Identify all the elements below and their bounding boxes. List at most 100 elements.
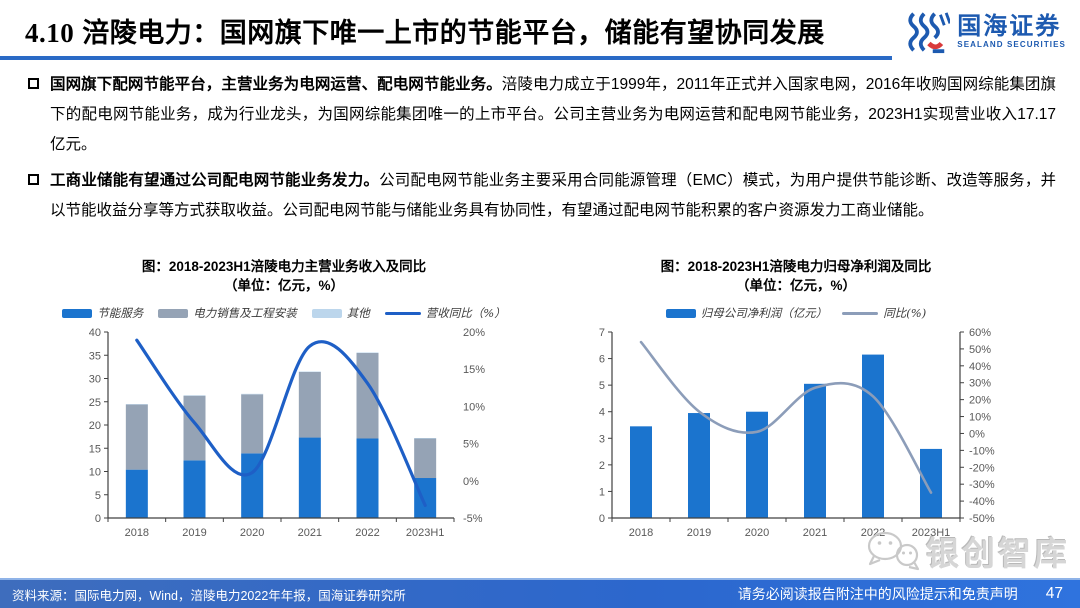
profit-chart-title: 图：2018-2023H1涪陵电力归母净利润及同比 （单位：亿元，%） <box>576 258 1016 296</box>
legend-item: 其他 <box>311 305 370 321</box>
bullet-square-icon <box>28 173 39 185</box>
bullet-text: 工商业储能有望通过公司配电网节能业务发力。公司配电网节能业务主要采用合同能源管理… <box>50 166 1056 226</box>
svg-text:4: 4 <box>599 406 605 418</box>
bullet-list: 国网旗下配网节能平台，主营业务为电网运营、配电网节能业务。涪陵电力成立于1999… <box>28 70 1056 232</box>
svg-text:-10%: -10% <box>969 445 995 457</box>
logo-name-en: SEALAND SECURITIES <box>957 40 1066 50</box>
svg-text:25: 25 <box>89 397 101 409</box>
svg-text:2022: 2022 <box>355 527 379 539</box>
svg-text:2022: 2022 <box>861 527 885 539</box>
footer-bar: 资料来源：国际电力网，Wind，涪陵电力2022年年报，国海证券研究所 请务必阅… <box>0 578 1080 608</box>
section-title-text: 涪陵电力：国网旗下唯一上市的节能平台，储能有望协同发展 <box>82 18 825 48</box>
svg-text:60%: 60% <box>969 327 991 339</box>
svg-text:5%: 5% <box>463 438 479 450</box>
svg-text:0%: 0% <box>463 476 479 488</box>
bullet-item: 国网旗下配网节能平台，主营业务为电网运营、配电网节能业务。涪陵电力成立于1999… <box>28 70 1056 160</box>
bullet-body: 公司配电网节能业务主要采用合同能源管理（EMC）模式，为用户提供节能诊断、改造等… <box>50 171 1056 219</box>
svg-text:-50%: -50% <box>969 513 995 525</box>
svg-text:2019: 2019 <box>182 527 206 539</box>
chart-title-line1: 图：2018-2023H1涪陵电力归母净利润及同比 <box>660 259 932 274</box>
legend-item: 归母公司净利润（亿元） <box>665 305 828 321</box>
legend-bar-swatch <box>62 308 93 318</box>
svg-text:40%: 40% <box>969 361 991 373</box>
svg-text:20: 20 <box>89 420 101 432</box>
svg-text:-5%: -5% <box>463 513 483 525</box>
legend-item: 电力销售及工程安装 <box>158 305 297 321</box>
svg-text:-40%: -40% <box>969 496 995 508</box>
legend-label: 其他 <box>346 306 370 321</box>
profit-chart: 图：2018-2023H1涪陵电力归母净利润及同比 （单位：亿元，%） 归母公司… <box>576 258 1016 560</box>
watermark: 银创智库 <box>864 527 1070 575</box>
svg-text:2023H1: 2023H1 <box>912 527 951 539</box>
svg-text:2021: 2021 <box>803 527 827 539</box>
svg-text:2020: 2020 <box>240 527 264 539</box>
svg-text:5: 5 <box>95 490 101 502</box>
legend-bar-swatch <box>665 308 696 318</box>
legend-line-swatch <box>384 311 421 315</box>
charts-row: 图：2018-2023H1涪陵电力主营业务收入及同比 （单位：亿元，%） 节能服… <box>0 258 1080 560</box>
section-number: 4.10 <box>25 18 75 48</box>
svg-text:1: 1 <box>599 486 605 498</box>
legend-label: 同比(%) <box>883 306 927 321</box>
legend-label: 归母公司净利润（亿元） <box>700 306 828 321</box>
svg-text:-30%: -30% <box>969 479 995 491</box>
page-title: 4.10 涪陵电力：国网旗下唯一上市的节能平台，储能有望协同发展 <box>25 11 825 50</box>
svg-text:-20%: -20% <box>969 462 995 474</box>
svg-text:0: 0 <box>95 513 101 525</box>
svg-text:40: 40 <box>89 327 101 339</box>
disclaimer-text: 请务必阅读报告附注中的风险提示和免责声明 <box>737 586 1018 602</box>
svg-text:20%: 20% <box>969 394 991 406</box>
svg-text:10: 10 <box>89 466 101 478</box>
bullet-text: 国网旗下配网节能平台，主营业务为电网运营、配电网节能业务。涪陵电力成立于1999… <box>50 70 1056 160</box>
legend-bar-swatch <box>311 308 342 318</box>
logo-name-cn: 国海证券 <box>957 13 1062 41</box>
svg-text:10%: 10% <box>463 401 485 413</box>
bullet-lead: 工商业储能有望通过公司配电网节能业务发力。 <box>50 171 380 189</box>
chart-title-line1: 图：2018-2023H1涪陵电力主营业务收入及同比 <box>141 259 427 274</box>
svg-text:7: 7 <box>599 327 605 339</box>
sealand-logo: 国海证券 SEALAND SECURITIES <box>904 9 1066 55</box>
bullet-item: 工商业储能有望通过公司配电网节能业务发力。公司配电网节能业务主要采用合同能源管理… <box>28 166 1056 226</box>
bullet-lead: 国网旗下配网节能平台，主营业务为电网运营、配电网节能业务。 <box>50 76 502 93</box>
revenue-chart-legend: 节能服务 电力销售及工程安装 其他 营收同比（%） <box>62 305 506 321</box>
revenue-chart-title: 图：2018-2023H1涪陵电力主营业务收入及同比 （单位：亿元，%） <box>64 258 504 296</box>
legend-bar-swatch <box>158 308 189 318</box>
svg-text:0: 0 <box>599 513 605 525</box>
svg-text:50%: 50% <box>969 344 991 356</box>
legend-label: 节能服务 <box>97 306 144 321</box>
source-note: 资料来源：国际电力网，Wind，涪陵电力2022年年报，国海证券研究所 <box>12 588 406 603</box>
wechat-icon <box>867 531 920 571</box>
legend-item: 节能服务 <box>62 305 143 321</box>
legend-label: 营收同比（%） <box>425 306 506 321</box>
chart-title-line2: （单位：亿元，%） <box>735 277 856 293</box>
svg-text:30: 30 <box>89 373 101 385</box>
svg-text:2021: 2021 <box>298 527 322 539</box>
svg-text:15%: 15% <box>463 364 485 376</box>
svg-text:0%: 0% <box>969 428 985 440</box>
revenue-chart: 图：2018-2023H1涪陵电力主营业务收入及同比 （单位：亿元，%） 节能服… <box>62 258 506 560</box>
legend-item: 同比(%) <box>842 305 926 321</box>
page-number: 47 <box>1045 585 1063 602</box>
profit-chart-legend: 归母公司净利润（亿元） 同比(%) <box>576 305 1016 321</box>
legend-line-swatch <box>842 311 879 315</box>
svg-text:2: 2 <box>599 460 605 472</box>
profit-chart-plot: 0 1 2 3 4 5 6 7 -50% -40% -30% -20% -10% 0% 10% 20% 30% 4… <box>599 327 995 539</box>
svg-text:20%: 20% <box>463 327 485 339</box>
svg-text:2023H1: 2023H1 <box>406 527 445 539</box>
svg-text:2019: 2019 <box>687 527 711 539</box>
legend-item: 营收同比（%） <box>384 305 506 321</box>
bullet-square-icon <box>28 78 39 89</box>
logo-text: 国海证券 SEALAND SECURITIES <box>957 14 1066 50</box>
sealand-logo-icon <box>908 12 951 54</box>
svg-text:6: 6 <box>599 353 605 365</box>
svg-text:10%: 10% <box>969 411 991 423</box>
watermark-text: 银创智库 <box>926 535 1070 572</box>
svg-text:35: 35 <box>89 350 101 362</box>
svg-text:2018: 2018 <box>125 527 149 539</box>
chart-title-line2: （单位：亿元，%） <box>223 277 344 293</box>
svg-text:30%: 30% <box>969 378 991 390</box>
svg-text:5: 5 <box>599 380 605 392</box>
svg-text:3: 3 <box>599 433 605 445</box>
title-divider <box>0 56 892 60</box>
